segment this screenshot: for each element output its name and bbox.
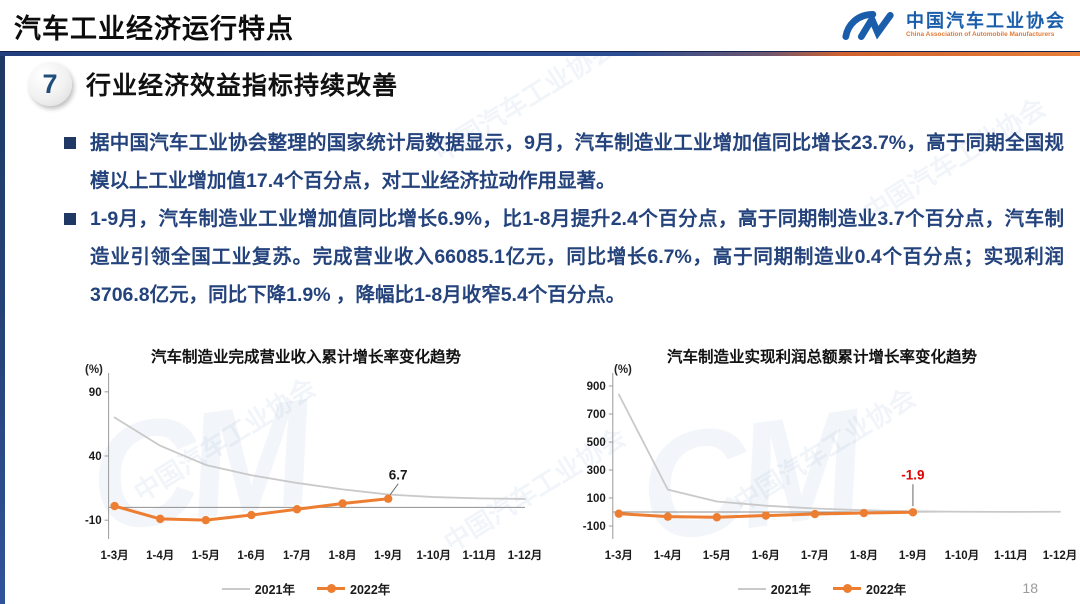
svg-text:900: 900 (587, 381, 606, 393)
svg-text:1-11月: 1-11月 (994, 549, 1028, 562)
section-number-badge: 7 (28, 62, 72, 106)
svg-text:300: 300 (587, 465, 606, 477)
section-heading: 行业经济效益指标持续改善 (86, 72, 399, 100)
header-divider (0, 51, 1080, 56)
left-accent-bar (0, 56, 5, 604)
bullet-square-icon (64, 137, 76, 149)
caam-org-name-cn: 中国汽车工业协会 (906, 11, 1066, 31)
svg-text:700: 700 (587, 409, 606, 421)
svg-text:90: 90 (89, 387, 102, 399)
svg-text:1-7月: 1-7月 (801, 549, 829, 562)
svg-text:40: 40 (89, 451, 102, 463)
svg-text:1-4月: 1-4月 (146, 549, 174, 562)
chart-unit-label: (%) (614, 364, 632, 376)
svg-text:1-6月: 1-6月 (752, 549, 780, 562)
chart-canvas: 900 700 500 300 100 -100 1-3月 1-4月 1-5月 1-6月 1-7月 1… (583, 373, 1077, 562)
legend-label: 2021年 (254, 583, 295, 597)
chart-canvas: 90 40 -10 1-3月 1-4月 1-5月 1-6月 1-7月 1-8月 1-9月 1-10月… (85, 373, 542, 562)
bullet-list: 据中国汽车工业协会整理的国家统计局数据显示，9月，汽车制造业工业增加值同比增长2… (64, 124, 1064, 314)
svg-text:-10: -10 (85, 515, 102, 527)
chart-title: 汽车制造业完成营业收入累计增长率变化趋势 (150, 349, 461, 366)
header: 汽车工业经济运行特点 中国汽车工业协会 China Association of… (0, 0, 1080, 52)
svg-text:1-7月: 1-7月 (283, 549, 311, 562)
svg-text:-1.9: -1.9 (901, 467, 924, 482)
legend-line-gray-icon (221, 587, 250, 590)
bullet-square-icon (64, 213, 76, 225)
svg-text:1-5月: 1-5月 (192, 549, 220, 562)
svg-text:1-11月: 1-11月 (462, 549, 496, 562)
slide-title: 汽车工业经济运行特点 (14, 14, 294, 44)
svg-text:1-10月: 1-10月 (945, 549, 980, 562)
profit-growth-chart: 汽车制造业实现利润总额累计增长率变化趋势 (%) 900 700 500 300 100… (572, 345, 1077, 598)
bullet-text: 1-9月，汽车制造业工业增加值同比增长6.9%，比1-8月提升2.4个百分点，高… (90, 208, 1064, 306)
legend-line-orange-icon (317, 584, 345, 593)
legend-item-2022: 2022年 (317, 579, 390, 598)
chart-title: 汽车制造业实现利润总额累计增长率变化趋势 (666, 349, 977, 366)
svg-text:1-4月: 1-4月 (654, 549, 682, 562)
svg-text:1-6月: 1-6月 (237, 549, 265, 562)
svg-text:1-12月: 1-12月 (508, 549, 543, 562)
page-number: 18 (1022, 580, 1038, 596)
svg-text:1-10月: 1-10月 (417, 549, 452, 562)
svg-text:1-3月: 1-3月 (101, 549, 129, 562)
section-heading-row: 7 行业经济效益指标持续改善 (28, 62, 398, 106)
legend-label: 2022年 (350, 583, 391, 597)
legend-item-2021: 2021年 (737, 579, 811, 598)
legend-label: 2021年 (770, 583, 811, 597)
legend-line-orange-icon (833, 584, 861, 593)
svg-text:-100: -100 (583, 521, 606, 533)
svg-text:500: 500 (587, 437, 606, 449)
bullet-item: 1-9月，汽车制造业工业增加值同比增长6.9%，比1-8月提升2.4个百分点，高… (64, 200, 1064, 314)
svg-text:6.7: 6.7 (389, 468, 408, 483)
svg-text:1-9月: 1-9月 (374, 549, 402, 562)
chart-legend: 2021年 2022年 (75, 579, 537, 598)
svg-text:1-8月: 1-8月 (850, 549, 878, 562)
svg-text:1-9月: 1-9月 (899, 549, 927, 562)
legend-label: 2022年 (866, 583, 907, 597)
chart-unit-label: (%) (85, 364, 103, 376)
caam-logo: 中国汽车工业协会 China Association of Automobile… (840, 6, 1066, 44)
svg-text:100: 100 (587, 493, 606, 505)
legend-item-2022: 2022年 (833, 579, 906, 598)
svg-text:1-12月: 1-12月 (1043, 549, 1078, 562)
chart-legend: 2021年 2022年 (572, 579, 1072, 598)
caam-logo-icon (842, 10, 894, 40)
legend-item-2021: 2021年 (221, 579, 295, 598)
caam-org-name-en: China Association of Automobile Manufact… (906, 31, 1055, 38)
svg-text:1-3月: 1-3月 (605, 549, 633, 562)
bullet-text: 据中国汽车工业协会整理的国家统计局数据显示，9月，汽车制造业工业增加值同比增长2… (90, 132, 1064, 192)
legend-line-gray-icon (737, 587, 766, 590)
bullet-item: 据中国汽车工业协会整理的国家统计局数据显示，9月，汽车制造业工业增加值同比增长2… (64, 124, 1064, 200)
caam-logo-text: 中国汽车工业协会 China Association of Automobile… (906, 11, 1066, 39)
svg-text:1-5月: 1-5月 (703, 549, 731, 562)
svg-text:1-8月: 1-8月 (329, 549, 357, 562)
revenue-growth-chart: 汽车制造业完成营业收入累计增长率变化趋势 (%) 90 40 -10 1-3月 1-4月… (75, 345, 542, 598)
